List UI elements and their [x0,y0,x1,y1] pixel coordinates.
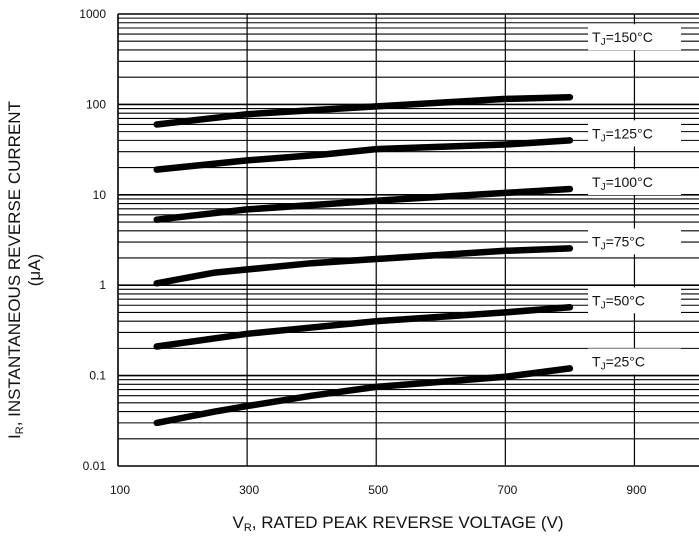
y-tick-label: 1000 [79,7,106,21]
curve-label: TJ=150°C [588,24,681,51]
y-tick-label: 10 [93,188,107,202]
curve-label-text: TJ=50°C [592,292,645,311]
curve-label-bg [588,168,681,195]
series-curves [153,93,574,427]
curve-label-text: TJ=150°C [592,29,653,48]
curve-label: TJ=100°C [588,168,681,195]
x-tick-label: 300 [239,483,259,497]
y-axis-title-main: IR, INSTANTANEOUS REVERSE CURRENT [5,101,26,439]
curve-label: TJ=75°C [588,228,681,255]
series-line [153,304,574,350]
y-axis-title: IR, INSTANTANEOUS REVERSE CURRENT (μA) [5,101,44,439]
curve-label-text: TJ=25°C [592,353,645,372]
x-tick-label: 900 [626,483,646,497]
curve-label: TJ=50°C [588,287,681,314]
curve-label-text: TJ=125°C [592,125,653,144]
series-line [153,93,574,128]
curve-label: TJ=125°C [588,120,681,147]
curve-label-bg [588,287,681,314]
curve-label-text: TJ=100°C [592,174,653,193]
x-tick-label: 700 [497,483,517,497]
curve-label-text: TJ=75°C [592,233,645,252]
series-line [153,245,574,287]
curve-label: TJ=25°C [588,348,681,375]
series-line [153,137,574,173]
curve-label-bg [588,120,681,147]
y-axis-title-unit: (μA) [25,254,44,286]
x-axis-title: VR, RATED PEAK REVERSE VOLTAGE (V) [232,513,563,534]
y-tick-label: 1 [99,278,106,292]
curve-labels: TJ=150°C TJ=125°C TJ=100°C TJ=75°C TJ=50°C TJ… [588,24,681,375]
x-tick-label: 500 [368,483,388,497]
curve-label-bg [588,348,681,375]
series-line [153,185,574,223]
curve-label-bg [588,228,681,255]
x-tick-label: 100 [110,483,130,497]
y-tick-label: 0.01 [83,459,107,473]
y-tick-label: 100 [86,97,106,111]
curve-label-bg [588,24,681,51]
y-tick-label: 0.1 [89,369,106,383]
series-line [153,365,574,427]
